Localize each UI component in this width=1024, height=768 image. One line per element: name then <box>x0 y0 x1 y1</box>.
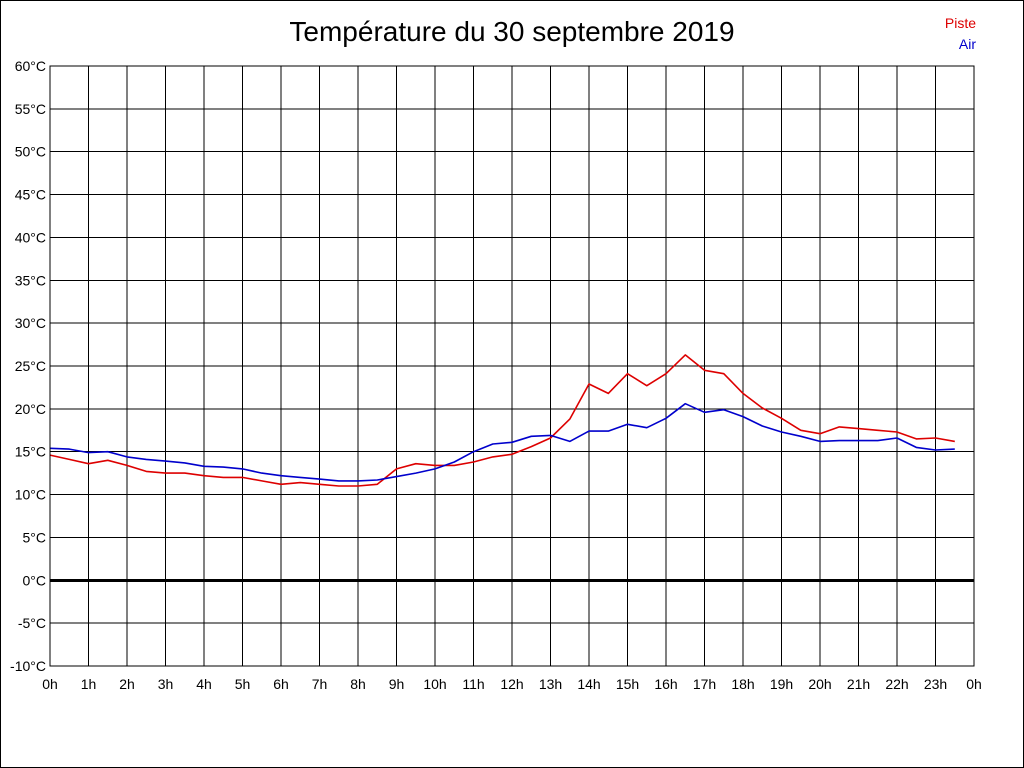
series-line-piste <box>49 354 955 487</box>
y-tick-label: 35°C <box>15 272 46 288</box>
y-tick-label: -10°C <box>10 658 46 674</box>
x-tick-label: 14h <box>577 676 600 692</box>
y-tick-label: 10°C <box>15 487 46 503</box>
y-tick-label: 55°C <box>15 101 46 117</box>
x-tick-label: 17h <box>693 676 716 692</box>
x-tick-label: 21h <box>847 676 870 692</box>
y-tick-label: 20°C <box>15 401 46 417</box>
x-tick-label: 16h <box>654 676 677 692</box>
series-line-air <box>49 402 955 482</box>
x-tick-label: 20h <box>808 676 831 692</box>
y-tick-label: 5°C <box>23 529 47 545</box>
x-tick-label: 3h <box>158 676 174 692</box>
y-tick-label: 0°C <box>23 572 47 588</box>
grid <box>49 65 975 667</box>
y-tick-label: -5°C <box>18 615 46 631</box>
x-tick-labels: 0h 1h 2h 3h 4h 5h 6h 7h 8h 9h 10h 11h 12h 13h 14h 15h 16… <box>42 676 982 692</box>
legend-item-piste: Piste <box>944 15 976 31</box>
axes <box>49 65 975 667</box>
x-tick-label: 15h <box>616 676 639 692</box>
x-tick-label: 9h <box>389 676 405 692</box>
x-tick-label: 1h <box>81 676 97 692</box>
x-tick-label: 2h <box>119 676 135 692</box>
x-tick-label: 22h <box>885 676 908 692</box>
plot-border <box>49 65 975 667</box>
x-tick-label: 8h <box>350 676 366 692</box>
x-tick-label: 13h <box>539 676 562 692</box>
y-tick-label: 15°C <box>15 444 46 460</box>
x-tick-label: 12h <box>500 676 523 692</box>
x-tick-label: 19h <box>770 676 793 692</box>
x-tick-label: 5h <box>235 676 251 692</box>
x-tick-label: 10h <box>423 676 446 692</box>
series-group <box>49 354 955 487</box>
x-tick-label: 4h <box>196 676 212 692</box>
x-tick-label: 18h <box>731 676 754 692</box>
y-tick-label: 30°C <box>15 315 46 331</box>
chart-title: Température du 30 septembre 2019 <box>289 16 735 47</box>
legend: Piste Air <box>945 13 976 55</box>
legend-item-air: Air <box>958 36 976 52</box>
x-tick-label: 11h <box>462 676 484 692</box>
y-tick-labels: -10°C -5°C 0°C 5°C 10°C 15°C 20°C 25°C 30°C 35°C 4… <box>10 58 46 674</box>
x-tick-label: 6h <box>273 676 289 692</box>
y-tick-label: 60°C <box>15 58 46 74</box>
x-tick-label: 0h <box>42 676 58 692</box>
x-tick-label: 23h <box>924 676 947 692</box>
y-tick-label: 45°C <box>15 187 46 203</box>
y-tick-label: 50°C <box>15 144 46 160</box>
x-tick-label: 0h <box>966 676 982 692</box>
y-tick-label: 40°C <box>15 229 46 245</box>
x-tick-label: 7h <box>312 676 328 692</box>
y-tick-label: 25°C <box>15 358 46 374</box>
